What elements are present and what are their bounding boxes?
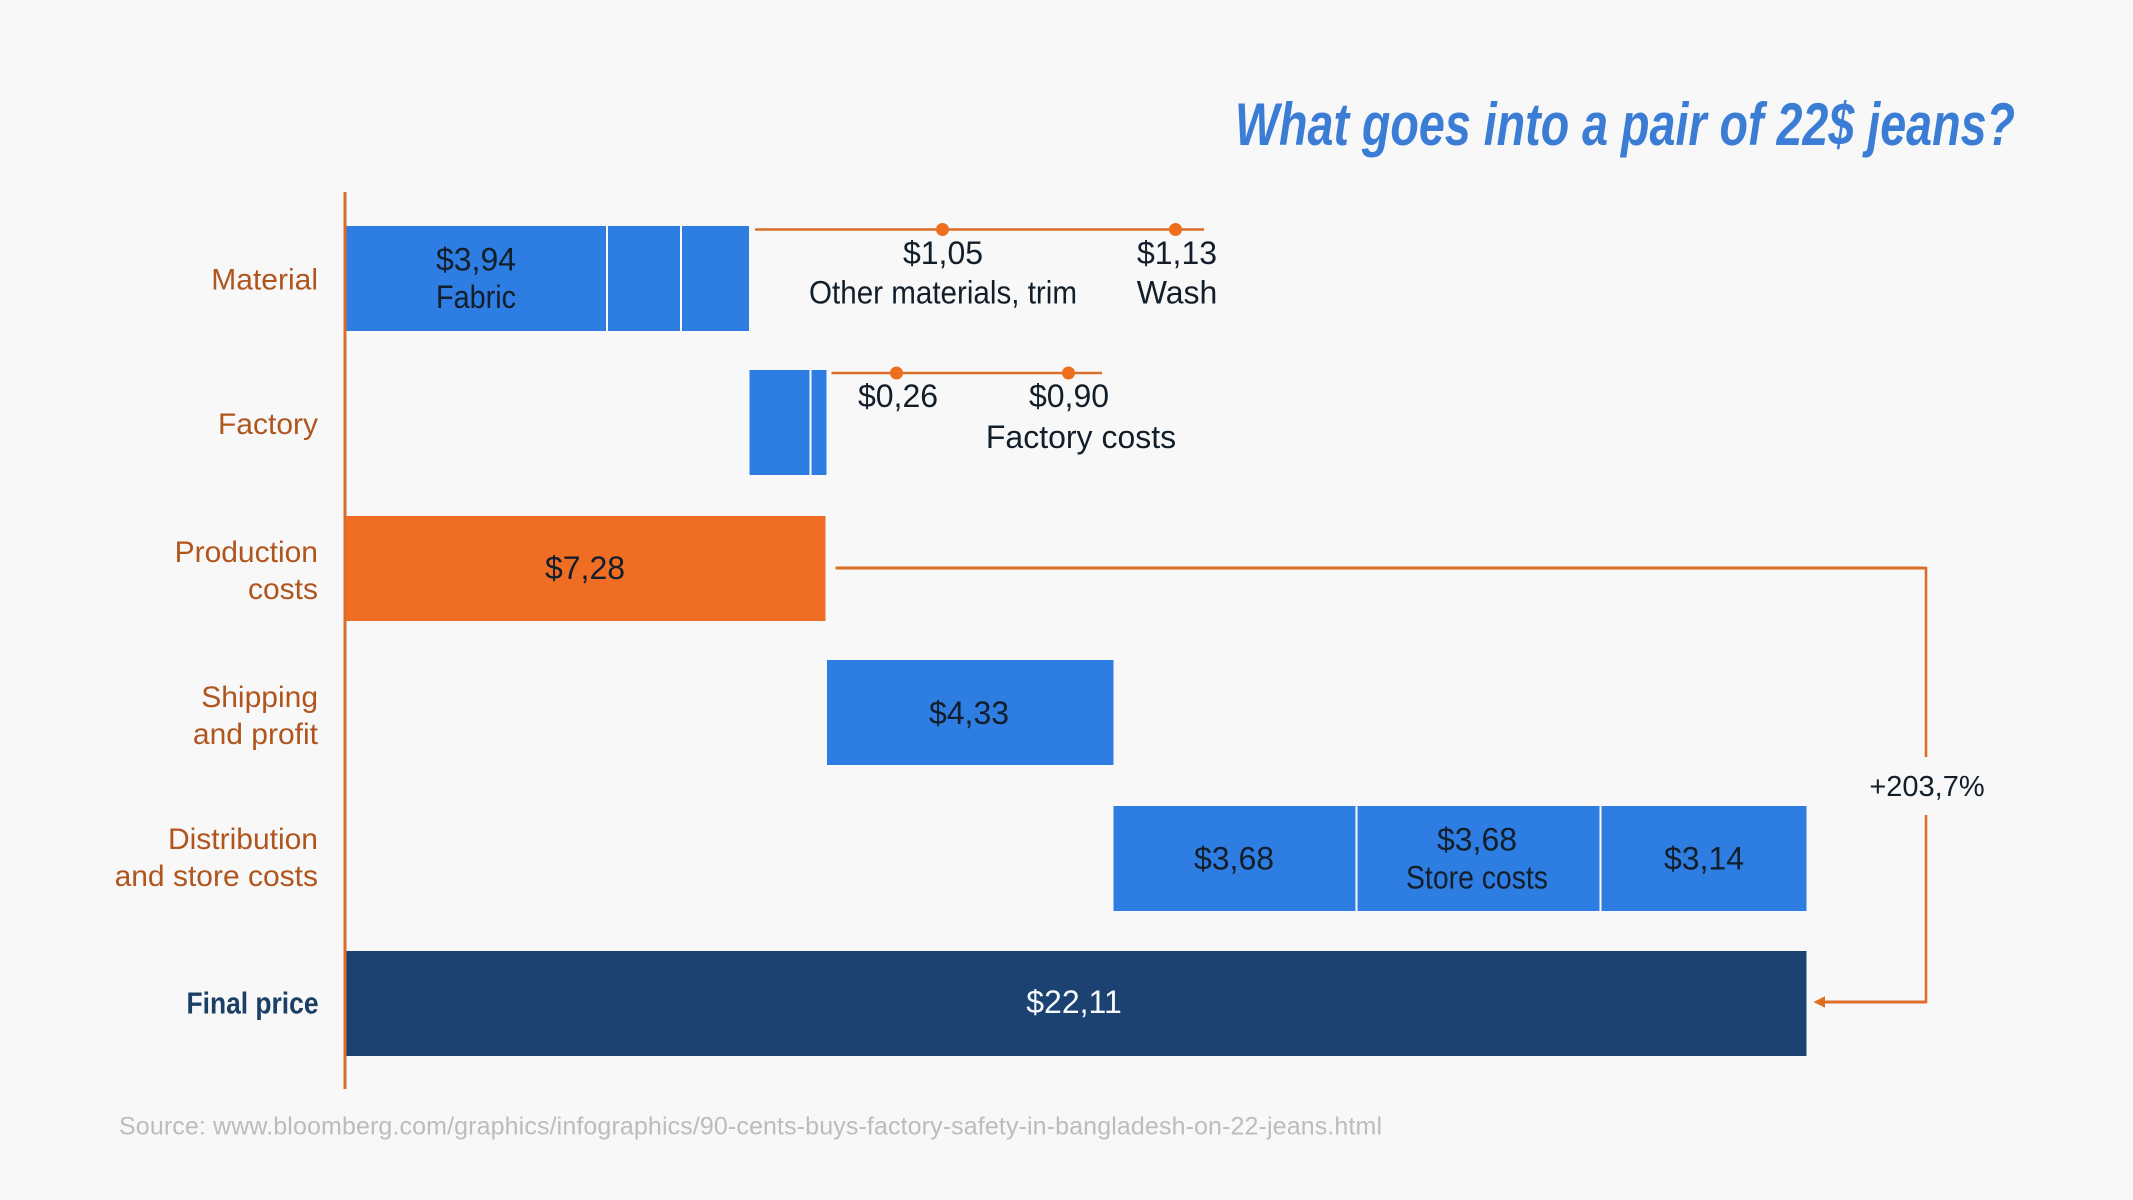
svg-text:Production: Production (175, 536, 318, 569)
svg-text:$4,33: $4,33 (929, 695, 1009, 731)
svg-text:Material: Material (211, 264, 318, 297)
svg-text:costs: costs (248, 573, 318, 606)
svg-text:$3,94: $3,94 (436, 242, 516, 278)
svg-text:$3,14: $3,14 (1664, 841, 1744, 877)
svg-text:Wash: Wash (1137, 275, 1218, 311)
svg-text:and profit: and profit (193, 718, 319, 751)
svg-text:+203,7%: +203,7% (1869, 771, 1984, 803)
svg-text:$3,68: $3,68 (1194, 841, 1274, 877)
svg-text:$1,05: $1,05 (903, 235, 983, 271)
svg-text:Final price: Final price (187, 986, 319, 1021)
svg-text:Other materials, trim: Other materials, trim (809, 275, 1077, 311)
svg-text:Store costs: Store costs (1406, 860, 1548, 896)
svg-text:Factory: Factory (218, 408, 318, 441)
svg-text:Source: www.bloomberg.com/grap: Source: www.bloomberg.com/graphics/infog… (119, 1113, 1382, 1141)
svg-text:Shipping: Shipping (201, 681, 318, 714)
svg-text:$22,11: $22,11 (1026, 984, 1122, 1020)
svg-text:What goes into a pair of 22$ j: What goes into a pair of 22$ jeans? (1235, 91, 2015, 158)
svg-text:Distribution: Distribution (168, 823, 318, 856)
svg-text:$7,28: $7,28 (545, 550, 625, 586)
svg-text:$0,26: $0,26 (858, 378, 938, 414)
svg-text:$1,13: $1,13 (1137, 235, 1217, 271)
svg-text:and store costs: and store costs (115, 860, 318, 893)
svg-text:$3,68: $3,68 (1437, 822, 1517, 858)
svg-text:$0,90: $0,90 (1029, 378, 1109, 414)
svg-text:Factory costs: Factory costs (986, 419, 1176, 455)
svg-text:Fabric: Fabric (436, 279, 516, 315)
